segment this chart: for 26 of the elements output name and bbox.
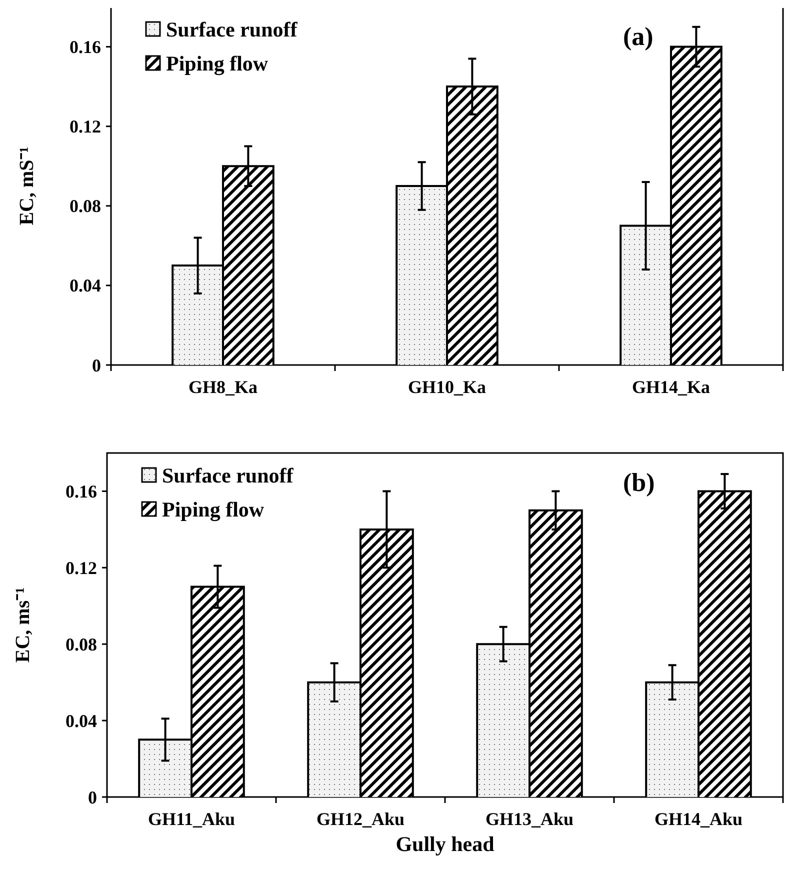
- y-tick-label: 0.16: [66, 482, 97, 502]
- y-axis-title: EC, ms⁻¹: [12, 587, 34, 663]
- y-tick-label: 0.16: [70, 37, 101, 58]
- y-tick-label: 0.04: [70, 276, 101, 296]
- y-tick-label: 0: [88, 787, 97, 808]
- legend-label: Surface runoff: [166, 17, 298, 42]
- y-axis-title: EC, mS⁻¹: [16, 146, 38, 226]
- y-tick-label: 0: [92, 355, 101, 376]
- x-tick-label: GH13_Aku: [485, 809, 574, 829]
- legend-label: Piping flow: [162, 497, 265, 522]
- x-tick-label: GH10_Ka: [408, 377, 486, 397]
- x-tick-label: GH12_Aku: [316, 809, 405, 829]
- x-tick-label: GH14_Aku: [654, 809, 743, 829]
- annotation: (a): [623, 22, 654, 51]
- x-tick-label: GH8_Ka: [188, 377, 258, 397]
- y-tick-label: 0.04: [66, 710, 97, 731]
- x-tick-label: GH14_Ka: [632, 377, 710, 397]
- y-tick-label: 0.12: [70, 116, 101, 137]
- x-axis-title: Gully head: [396, 832, 495, 856]
- y-tick-label: 0.12: [66, 558, 97, 578]
- annotation: (b): [623, 468, 655, 497]
- legend-label: Surface runoff: [162, 463, 294, 488]
- legend-label: Piping flow: [166, 51, 269, 76]
- y-tick-label: 0.08: [66, 634, 97, 654]
- x-tick-label: GH11_Aku: [148, 809, 236, 829]
- y-tick-label: 0.08: [70, 196, 101, 216]
